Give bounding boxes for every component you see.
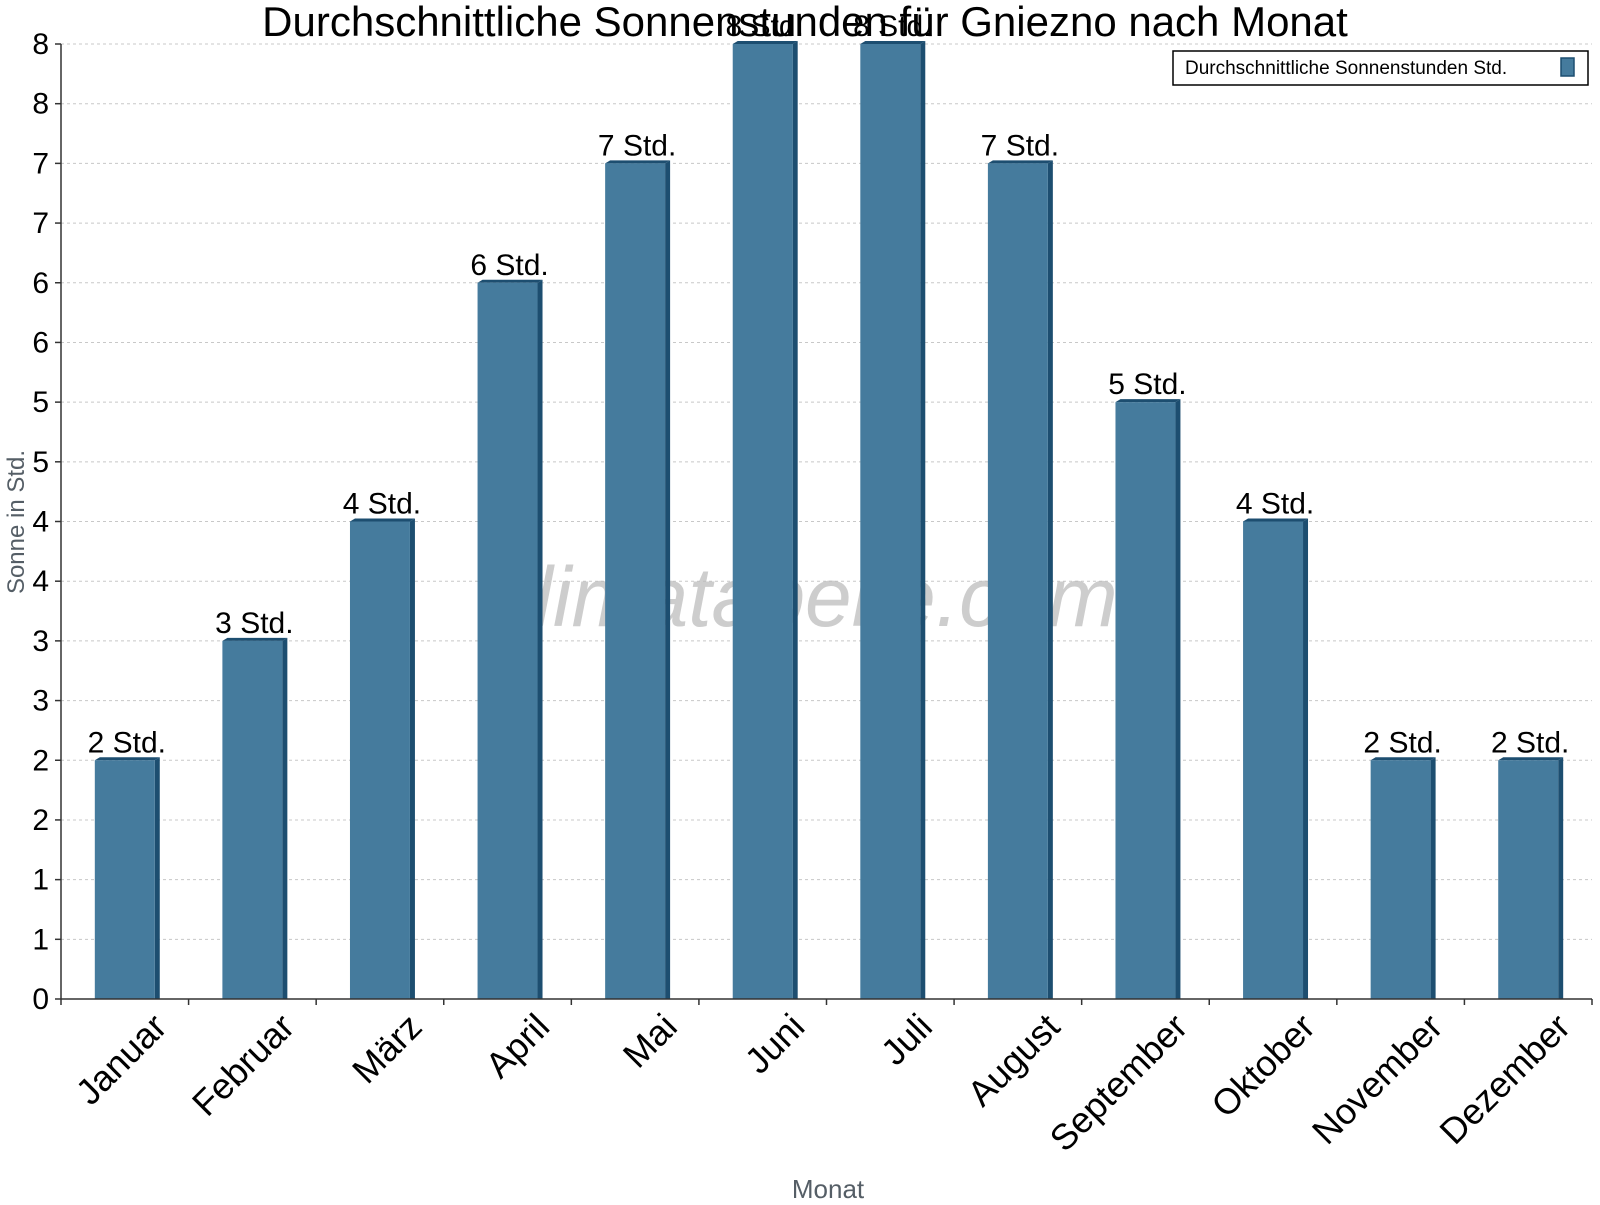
bar: [1370, 760, 1431, 999]
y-tick-label: 1: [32, 923, 49, 956]
x-tick-label: Oktober: [1203, 1006, 1323, 1126]
bar-top: [222, 637, 288, 641]
bar-side: [1047, 160, 1053, 999]
bar: [1498, 760, 1559, 999]
legend-label: Durchschnittliche Sonnenstunden Std.: [1185, 58, 1507, 79]
bar: [477, 282, 538, 999]
bars: [94, 41, 1564, 999]
data-label: 7 Std.: [598, 129, 676, 162]
bar-side: [537, 279, 543, 999]
bar-top: [1498, 757, 1564, 761]
x-tick-label: März: [344, 1006, 430, 1092]
y-tick-label: 5: [32, 386, 49, 419]
x-tick-label: Juli: [873, 1006, 940, 1073]
y-tick-label: 7: [32, 147, 49, 180]
data-labels: 2 Std. 3 Std. 4 Std. 6 Std. 7 Std. 8 Std. 8 St…: [88, 10, 1570, 759]
x-tick-label: April: [477, 1006, 557, 1086]
bar-top: [1115, 399, 1181, 403]
bar-side: [665, 160, 671, 999]
y-tick-label: 3: [32, 685, 49, 718]
bar: [222, 640, 283, 999]
bar-side: [1430, 757, 1436, 999]
data-label: 8 Std.: [853, 10, 931, 43]
y-tick-label: 6: [32, 267, 49, 300]
bar-top: [1243, 518, 1309, 522]
x-axis-label: Monat: [792, 1174, 865, 1200]
x-tick-label: Februar: [184, 1006, 302, 1124]
bar-side: [154, 757, 160, 999]
data-label: 7 Std.: [981, 129, 1059, 162]
y-tick-label: 4: [32, 506, 49, 539]
y-tick-label: 7: [32, 207, 49, 240]
x-tick-labels: Januar Februar März April Mai Juni Juli AugustS…: [68, 1006, 1578, 1160]
data-label: 2 Std.: [1363, 726, 1441, 759]
legend-box: [1172, 50, 1589, 86]
bar-top: [477, 279, 543, 283]
data-label: 8 Std.: [726, 10, 804, 43]
bar-top: [349, 518, 415, 522]
bar-top: [987, 160, 1053, 164]
bar-side: [920, 41, 926, 999]
data-label: 5 Std.: [1108, 368, 1186, 401]
bar-top: [860, 41, 926, 44]
data-label: 3 Std.: [215, 607, 293, 640]
data-label: 2 Std.: [1491, 726, 1569, 759]
bar-side: [1175, 399, 1181, 999]
bar: [1243, 521, 1304, 999]
bar-top: [1370, 757, 1436, 761]
data-label: 4 Std.: [1236, 488, 1314, 521]
y-tick-label: 2: [32, 744, 49, 777]
x-tick-label: Mai: [615, 1006, 685, 1076]
x-tick-label: August: [959, 1006, 1067, 1114]
axes: [55, 43, 1593, 1005]
y-tick-label: 4: [32, 565, 49, 598]
bar: [94, 760, 155, 999]
y-tick-label: 5: [32, 446, 49, 479]
y-tick-label: 1: [32, 864, 49, 897]
bar-side: [1303, 518, 1309, 999]
y-tick-labels: 0 1 1 2 2 3 3 4 4 5 5 6 6 7 7 8 8: [32, 28, 49, 1016]
legend: Durchschnittliche Sonnenstunden Std.: [1172, 50, 1589, 86]
bar: [732, 44, 793, 999]
y-tick-label: 3: [32, 625, 49, 658]
y-tick-label: 0: [32, 983, 49, 1016]
bar-side: [282, 637, 288, 999]
x-tick-label: September: [1042, 1006, 1196, 1160]
bar: [860, 44, 921, 999]
grid-lines: [61, 43, 1592, 940]
bar-top: [94, 757, 160, 761]
y-tick-label: 6: [32, 326, 49, 359]
bar: [987, 163, 1048, 999]
legend-swatch: [1560, 57, 1575, 77]
bar-top: [605, 160, 671, 164]
x-tick-label: November: [1304, 1006, 1450, 1152]
y-tick-label: 8: [32, 88, 49, 121]
y-tick-label: 2: [32, 804, 49, 837]
bar-side: [409, 518, 415, 999]
bar-side: [1558, 757, 1564, 999]
data-label: 6 Std.: [470, 249, 548, 282]
x-tick-label: Januar: [68, 1006, 175, 1113]
bar-side: [792, 41, 798, 999]
data-label: 2 Std.: [88, 726, 166, 759]
bar: [349, 521, 410, 999]
bar: [605, 163, 666, 999]
x-tick-label: Juni: [737, 1006, 813, 1082]
bar: [1115, 402, 1176, 999]
data-label: 4 Std.: [343, 488, 421, 521]
x-tick-label: Dezember: [1431, 1006, 1577, 1152]
chart-title: Durchschnittliche Sonnenstunden für Gnie…: [262, 0, 1348, 45]
bar-top: [732, 41, 798, 44]
y-tick-label: 8: [32, 28, 49, 61]
y-axis-label: Sonne in Std.: [3, 450, 30, 594]
